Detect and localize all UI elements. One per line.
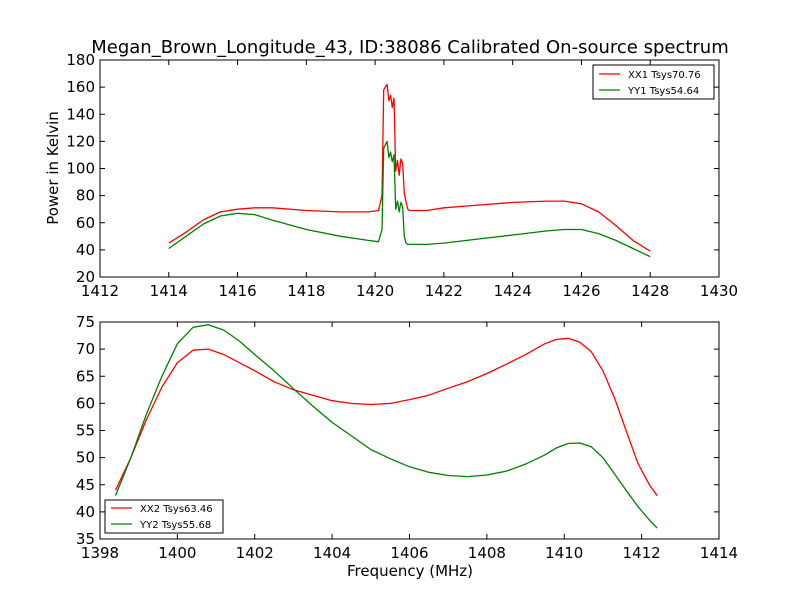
top-ticks-group: 1412 1414 1416 1418 1420 1422 1424 1426 1428 1430… [66, 51, 738, 300]
top-y-tick-label: 180 [66, 51, 95, 69]
legend-label-yy2: YY2 Tsys55.68 [139, 520, 211, 531]
bottom-x-tick-label: 1414 [700, 544, 738, 562]
top-x-tick-label: 1424 [494, 282, 532, 300]
top-x-tick-label: 1416 [218, 282, 256, 300]
bottom-series-group [114, 324, 658, 529]
top-x-tick-label: 1422 [425, 282, 463, 300]
bottom-x-tick-label: 1410 [545, 544, 583, 562]
bottom-legend: XX2 Tsys63.46 YY2 Tsys55.68 [104, 499, 224, 534]
top-x-tick-label: 1428 [631, 282, 669, 300]
top-series-group [168, 83, 651, 258]
legend-label-xx2: XX2 Tsys63.46 [140, 504, 213, 515]
top-x-tick-label: 1418 [287, 282, 325, 300]
bottom-y-tick-label: 70 [76, 340, 95, 358]
top-x-tick-label: 1412 [81, 282, 119, 300]
bottom-x-tick-label: 1398 [81, 544, 119, 562]
bottom-panel: 1398 1400 1402 1404 1406 1408 1410 1412 1414 35 40… [76, 313, 738, 580]
bottom-x-tick-label: 1406 [390, 544, 428, 562]
bottom-x-tick-label: 1408 [468, 544, 506, 562]
top-x-tick-label: 1426 [562, 282, 600, 300]
top-y-axis-label: Power in Kelvin [44, 111, 62, 225]
top-legend-box [592, 64, 715, 100]
chart-title: Megan_Brown_Longitude_43, ID:38086 Calib… [91, 37, 729, 58]
bottom-y-tick-label: 50 [76, 449, 95, 467]
bottom-y-tick-label: 40 [76, 503, 95, 521]
bottom-x-tick-label: 1404 [313, 544, 351, 562]
top-y-tick-label: 80 [76, 187, 95, 205]
series-line-xx2 [114, 337, 658, 496]
bottom-y-tick-label: 65 [76, 367, 95, 385]
bottom-ticks-group: 1398 1400 1402 1404 1406 1408 1410 1412 1414 35 40… [76, 313, 738, 562]
top-x-tick-label: 1430 [700, 282, 738, 300]
bottom-y-tick-label: 55 [76, 422, 95, 440]
top-y-tick-label: 20 [76, 268, 95, 286]
legend-label-yy1: YY1 Tsys54.64 [627, 86, 699, 97]
bottom-y-tick-label: 35 [76, 530, 95, 548]
top-y-tick-label: 160 [66, 78, 95, 96]
series-line-yy1 [168, 140, 651, 258]
bottom-x-tick-label: 1400 [158, 544, 196, 562]
top-panel: 1412 1414 1416 1418 1420 1422 1424 1426 1428 1430… [44, 51, 738, 300]
legend-label-xx1: XX1 Tsys70.76 [628, 70, 701, 81]
series-line-yy2 [114, 324, 658, 529]
top-x-tick-label: 1414 [150, 282, 188, 300]
top-y-tick-label: 120 [66, 132, 95, 150]
bottom-x-tick-label: 1412 [623, 544, 661, 562]
top-x-tick-label: 1420 [356, 282, 394, 300]
bottom-y-tick-label: 45 [76, 476, 95, 494]
series-line-xx1 [168, 83, 651, 252]
bottom-y-tick-label: 60 [76, 394, 95, 412]
top-legend: XX1 Tsys70.76 YY1 Tsys54.64 [592, 64, 715, 100]
top-y-tick-label: 100 [66, 160, 95, 178]
bottom-x-tick-label: 1402 [236, 544, 274, 562]
bottom-x-axis-label: Frequency (MHz) [347, 562, 473, 580]
bottom-y-tick-label: 75 [76, 313, 95, 331]
top-y-tick-label: 40 [76, 241, 95, 259]
top-y-tick-label: 60 [76, 214, 95, 232]
top-y-tick-label: 140 [66, 105, 95, 123]
bottom-legend-box [104, 499, 224, 534]
